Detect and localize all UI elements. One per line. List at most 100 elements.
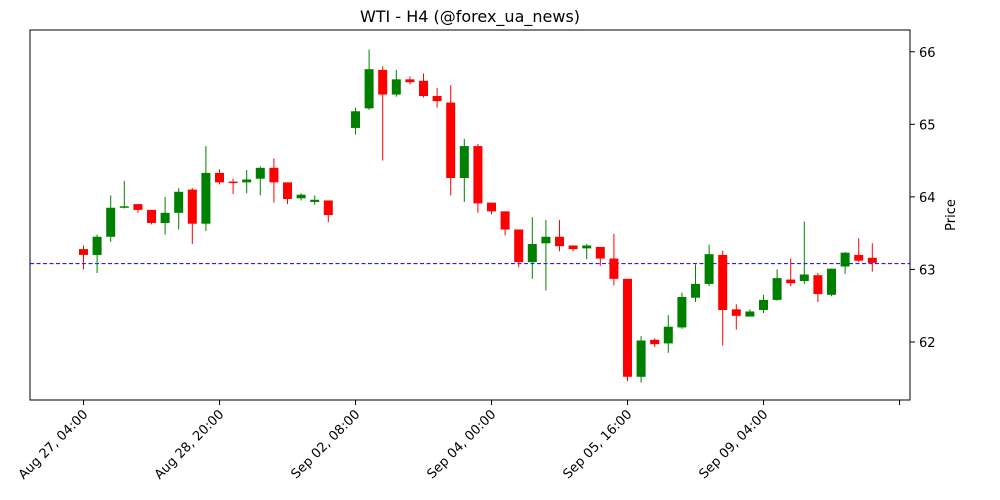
candle-body bbox=[269, 167, 279, 183]
y-axis: 62 63 64 65 66 bbox=[910, 46, 936, 351]
candle bbox=[840, 252, 850, 274]
candle-body bbox=[718, 254, 728, 311]
candle-body bbox=[772, 278, 782, 300]
y-axis-label: Price bbox=[944, 199, 959, 231]
candle-body bbox=[487, 202, 496, 212]
x-tick-label: Sep 05, 16:00 bbox=[560, 407, 635, 482]
candle bbox=[215, 169, 224, 185]
candle-body bbox=[541, 236, 551, 244]
candle bbox=[582, 244, 592, 260]
candle-body bbox=[867, 257, 877, 263]
candle bbox=[623, 278, 632, 382]
candle bbox=[650, 338, 660, 348]
candle-body bbox=[500, 211, 510, 230]
candle-body bbox=[854, 254, 864, 261]
y-tick-label: 66 bbox=[919, 46, 936, 61]
candle-body bbox=[840, 252, 850, 267]
candle bbox=[133, 204, 143, 213]
candle-body bbox=[160, 212, 170, 223]
candle-body bbox=[555, 236, 564, 247]
x-axis: Aug 27, 04:00 Aug 28, 20:00 Sep 02, 08:00 S… bbox=[16, 400, 900, 483]
candle-body bbox=[92, 236, 102, 255]
candle bbox=[514, 229, 524, 268]
candle bbox=[704, 244, 714, 287]
plot-frame bbox=[29, 29, 911, 401]
candle bbox=[242, 170, 252, 194]
candle bbox=[541, 220, 551, 291]
candle bbox=[854, 238, 864, 263]
candle bbox=[487, 202, 496, 215]
candle bbox=[106, 195, 116, 242]
candle bbox=[446, 85, 456, 196]
candle-body bbox=[568, 245, 578, 250]
candle-body bbox=[201, 172, 211, 224]
candle-body bbox=[432, 96, 442, 102]
candle bbox=[119, 180, 129, 209]
candle bbox=[827, 268, 836, 297]
candle bbox=[391, 69, 401, 97]
candle bbox=[786, 258, 796, 287]
candle bbox=[772, 269, 782, 301]
candle-body bbox=[351, 111, 360, 128]
candle-body bbox=[595, 246, 605, 259]
candle bbox=[269, 158, 279, 203]
candle-body bbox=[731, 309, 741, 316]
candle-body bbox=[623, 278, 632, 377]
candle bbox=[147, 209, 156, 225]
candle-body bbox=[799, 274, 809, 282]
candle-body bbox=[323, 200, 333, 215]
candle-body bbox=[174, 191, 184, 213]
candle bbox=[323, 200, 333, 223]
candle-body bbox=[106, 207, 116, 237]
x-tick-label: Sep 09, 04:00 bbox=[696, 407, 771, 482]
candle-body bbox=[364, 69, 374, 109]
candle-body bbox=[663, 326, 673, 344]
candle bbox=[364, 49, 374, 110]
y-tick-label: 64 bbox=[919, 191, 936, 206]
candle bbox=[228, 178, 238, 194]
candle-body bbox=[133, 204, 143, 210]
candle bbox=[378, 66, 388, 161]
candle-body bbox=[446, 102, 456, 178]
candle bbox=[745, 309, 755, 317]
candle bbox=[759, 294, 768, 313]
candle-body bbox=[242, 179, 252, 183]
candle bbox=[595, 246, 605, 266]
candle-body bbox=[391, 79, 401, 95]
candle-body bbox=[147, 209, 156, 223]
candle bbox=[174, 188, 184, 230]
candle-body bbox=[609, 258, 619, 279]
candle-body bbox=[296, 194, 306, 199]
y-tick-label: 62 bbox=[919, 336, 936, 351]
candle bbox=[283, 182, 292, 205]
candle-body bbox=[582, 245, 592, 249]
candle bbox=[718, 250, 728, 346]
x-tick-label: Sep 02, 08:00 bbox=[288, 407, 363, 482]
candle-body bbox=[691, 283, 700, 298]
candle-body bbox=[378, 69, 388, 95]
candle bbox=[568, 245, 578, 252]
candle-body bbox=[827, 268, 836, 295]
candle bbox=[555, 220, 564, 252]
candle bbox=[867, 243, 877, 272]
candle bbox=[201, 146, 211, 231]
candle-body bbox=[419, 80, 428, 97]
candle bbox=[160, 196, 170, 235]
candle bbox=[187, 188, 197, 245]
chart-title: WTI - H4 (@forex_ua_news) bbox=[360, 7, 580, 27]
candle-body bbox=[813, 275, 823, 295]
candle bbox=[405, 76, 415, 85]
candle bbox=[677, 292, 687, 329]
candle bbox=[609, 233, 619, 286]
candle-body bbox=[215, 172, 224, 183]
candle bbox=[636, 336, 646, 383]
candle bbox=[473, 143, 483, 213]
y-tick-label: 63 bbox=[919, 263, 936, 278]
candle-body bbox=[650, 339, 660, 345]
candle bbox=[459, 138, 469, 202]
candle bbox=[310, 195, 320, 205]
candle-body bbox=[79, 249, 88, 255]
candle bbox=[432, 88, 442, 108]
x-tick-label: Sep 04, 00:00 bbox=[424, 407, 499, 482]
